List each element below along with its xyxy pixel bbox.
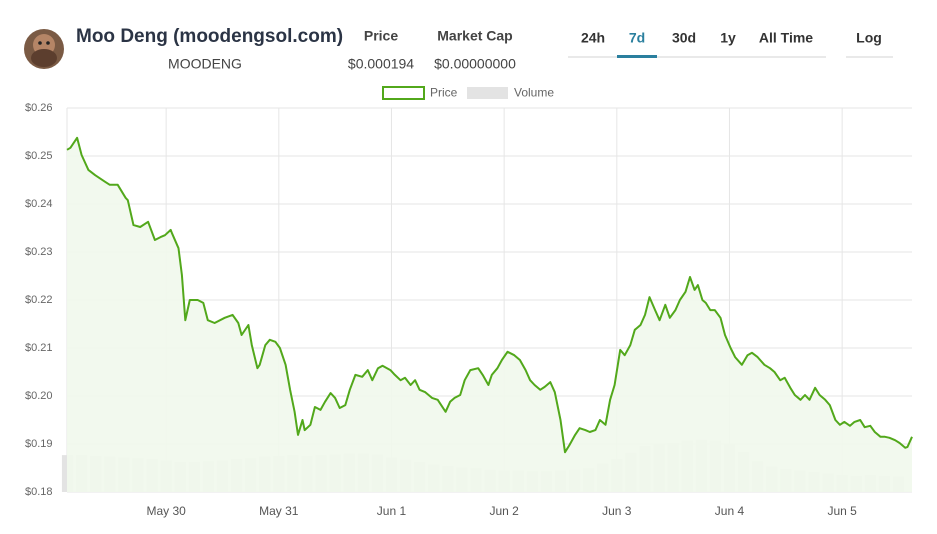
market-cap-value: $0.00000000 [434,56,516,72]
x-tick-label: May 31 [259,504,299,518]
x-tick-label: May 30 [146,504,186,518]
y-tick-label: $0.19 [25,438,53,450]
range-tab[interactable]: 1y [720,30,736,46]
legend-swatch [382,86,425,100]
x-tick-label: Jun 5 [827,504,857,518]
avatar [24,29,64,69]
x-tick-label: Jun 2 [489,504,519,518]
y-tick-label: $0.24 [25,198,53,210]
y-tick-label: $0.20 [25,390,53,402]
x-tick-label: Jun 3 [602,504,632,518]
symbol: MOODENG [168,56,242,72]
y-tick-label: $0.21 [25,342,53,354]
legend-label: Volume [514,86,554,100]
y-tick-label: $0.18 [25,486,53,498]
y-tick-label: $0.23 [25,246,53,258]
market-cap-label: Market Cap [437,28,512,44]
price-value: $0.000194 [348,56,414,72]
price-line [66,136,913,454]
legend-swatch [467,87,508,99]
legend-label: Price [430,86,458,100]
y-tick-label: $0.22 [25,294,53,306]
range-tab[interactable]: 7d [629,30,645,46]
price-label: Price [364,28,398,44]
y-tick-label: $0.25 [25,150,53,162]
x-tick-label: Jun 1 [377,504,407,518]
title: Moo Deng (moodengsol.com) [76,26,343,47]
range-tab[interactable]: 30d [672,30,696,46]
range-tab[interactable]: 24h [581,30,605,46]
range-tab[interactable]: All Time [759,30,813,46]
log-button[interactable]: Log [856,30,882,46]
y-tick-label: $0.26 [25,102,53,114]
x-tick-label: Jun 4 [715,504,745,518]
price-area [67,137,912,493]
